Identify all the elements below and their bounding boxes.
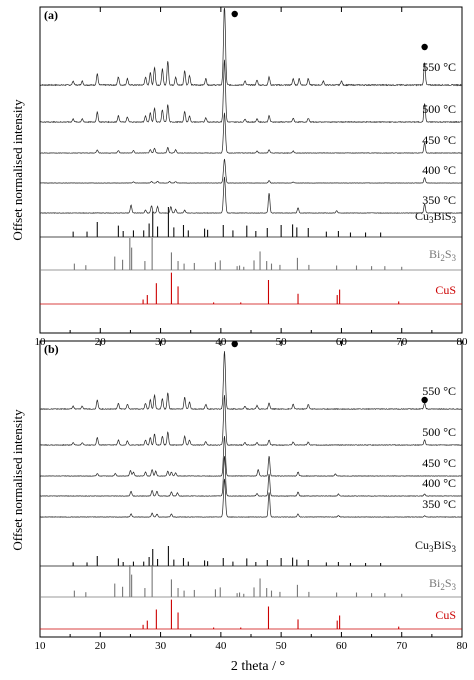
reference-label-part: S [445, 247, 452, 261]
xrd-trace [39, 158, 462, 184]
xrd-trace [40, 112, 462, 154]
reference-label-part: Bi [429, 247, 441, 261]
x-tick-label: 40 [215, 640, 227, 652]
reference-label-part: CuS [435, 608, 456, 622]
reference-label: CuS [435, 608, 456, 622]
phase-marker-dot [421, 43, 428, 51]
reference-label-part: S [445, 576, 452, 590]
reference-label-subscript: 2 [440, 253, 445, 263]
reference-label-part: Cu [415, 538, 429, 552]
xrd-trace [39, 351, 463, 410]
xrd-trace [39, 436, 463, 477]
x-tick-label: 80 [457, 640, 469, 652]
reference-label-subscript: 3 [429, 544, 434, 554]
series-label: 500 °C [422, 102, 456, 116]
xrd-trace [39, 395, 462, 446]
panel-label: (a) [44, 8, 58, 22]
phase-marker-dot [231, 10, 238, 18]
reference-label-part: CuS [435, 283, 456, 297]
series-label: 550 °C [422, 60, 456, 74]
series-label: 500 °C [422, 425, 456, 439]
y-axis-label: Offset normalised intensity [10, 99, 25, 241]
reference-label-subscript: 3 [429, 215, 434, 225]
x-tick-label: 20 [95, 640, 107, 652]
reference-label-part: Bi [429, 576, 441, 590]
series-label: 350 °C [422, 497, 456, 511]
series-label: 450 °C [422, 456, 456, 470]
xrd-trace [39, 478, 462, 518]
series-label: 450 °C [422, 133, 456, 147]
panel-label: (b) [44, 342, 59, 356]
x-tick-label: 30 [155, 640, 167, 652]
series-label: 350 °C [422, 193, 456, 207]
phase-marker-dot [421, 396, 428, 404]
plot-frame [39, 340, 463, 638]
reference-label-part: BiS [433, 538, 451, 552]
series-label: 550 °C [422, 384, 456, 398]
xrd-trace [40, 456, 462, 497]
reference-label-subscript: 3 [452, 582, 457, 592]
xrd-trace [40, 59, 463, 124]
x-tick-label: 70 [396, 640, 408, 652]
reference-label-subscript: 3 [452, 544, 457, 554]
reference-label-subscript: 3 [452, 253, 457, 263]
xrd-trace [39, 7, 463, 87]
x-tick-label: 60 [336, 640, 348, 652]
reference-label-subscript: 2 [440, 582, 445, 592]
reference-label: CuS [435, 283, 456, 297]
chart-panel-b: 10 20 30 40 50 60 70 80 (b) 550 °C 500 °C 450 °C 400… [35, 340, 469, 652]
x-tick-label: 50 [276, 640, 288, 652]
x-axis-label: 2 theta / ° [231, 659, 285, 674]
y-axis-label-panel-b: Offset normalised intensity [10, 409, 25, 551]
phase-marker-dot [231, 340, 238, 348]
reference-label-subscript: 3 [452, 215, 457, 225]
reference-label: Bi2S3 [429, 247, 457, 263]
xrd-trace [39, 176, 462, 214]
x-tick-label: 10 [35, 640, 47, 652]
reference-label: Cu3BiS3 [415, 209, 457, 225]
reference-label-part: BiS [433, 209, 451, 223]
series-label: 400 °C [422, 476, 456, 490]
reference-label-part: Cu [415, 209, 429, 223]
series-label: 400 °C [422, 163, 456, 177]
reference-label: Cu3BiS3 [415, 538, 457, 554]
reference-label: Bi2S3 [429, 576, 457, 592]
plot-frame [39, 6, 463, 334]
